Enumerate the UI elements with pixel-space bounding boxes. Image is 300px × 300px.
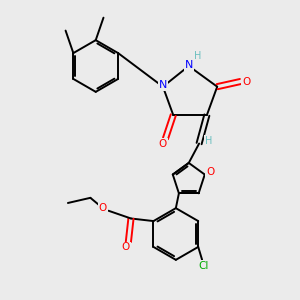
Text: N: N [184,60,193,70]
Text: Cl: Cl [198,260,208,271]
Text: O: O [206,167,214,177]
Text: O: O [242,76,250,86]
Text: O: O [99,203,107,213]
Text: N: N [159,80,167,90]
Text: O: O [159,139,167,149]
Text: O: O [122,242,130,252]
Text: H: H [194,51,202,61]
Text: H: H [205,136,213,146]
